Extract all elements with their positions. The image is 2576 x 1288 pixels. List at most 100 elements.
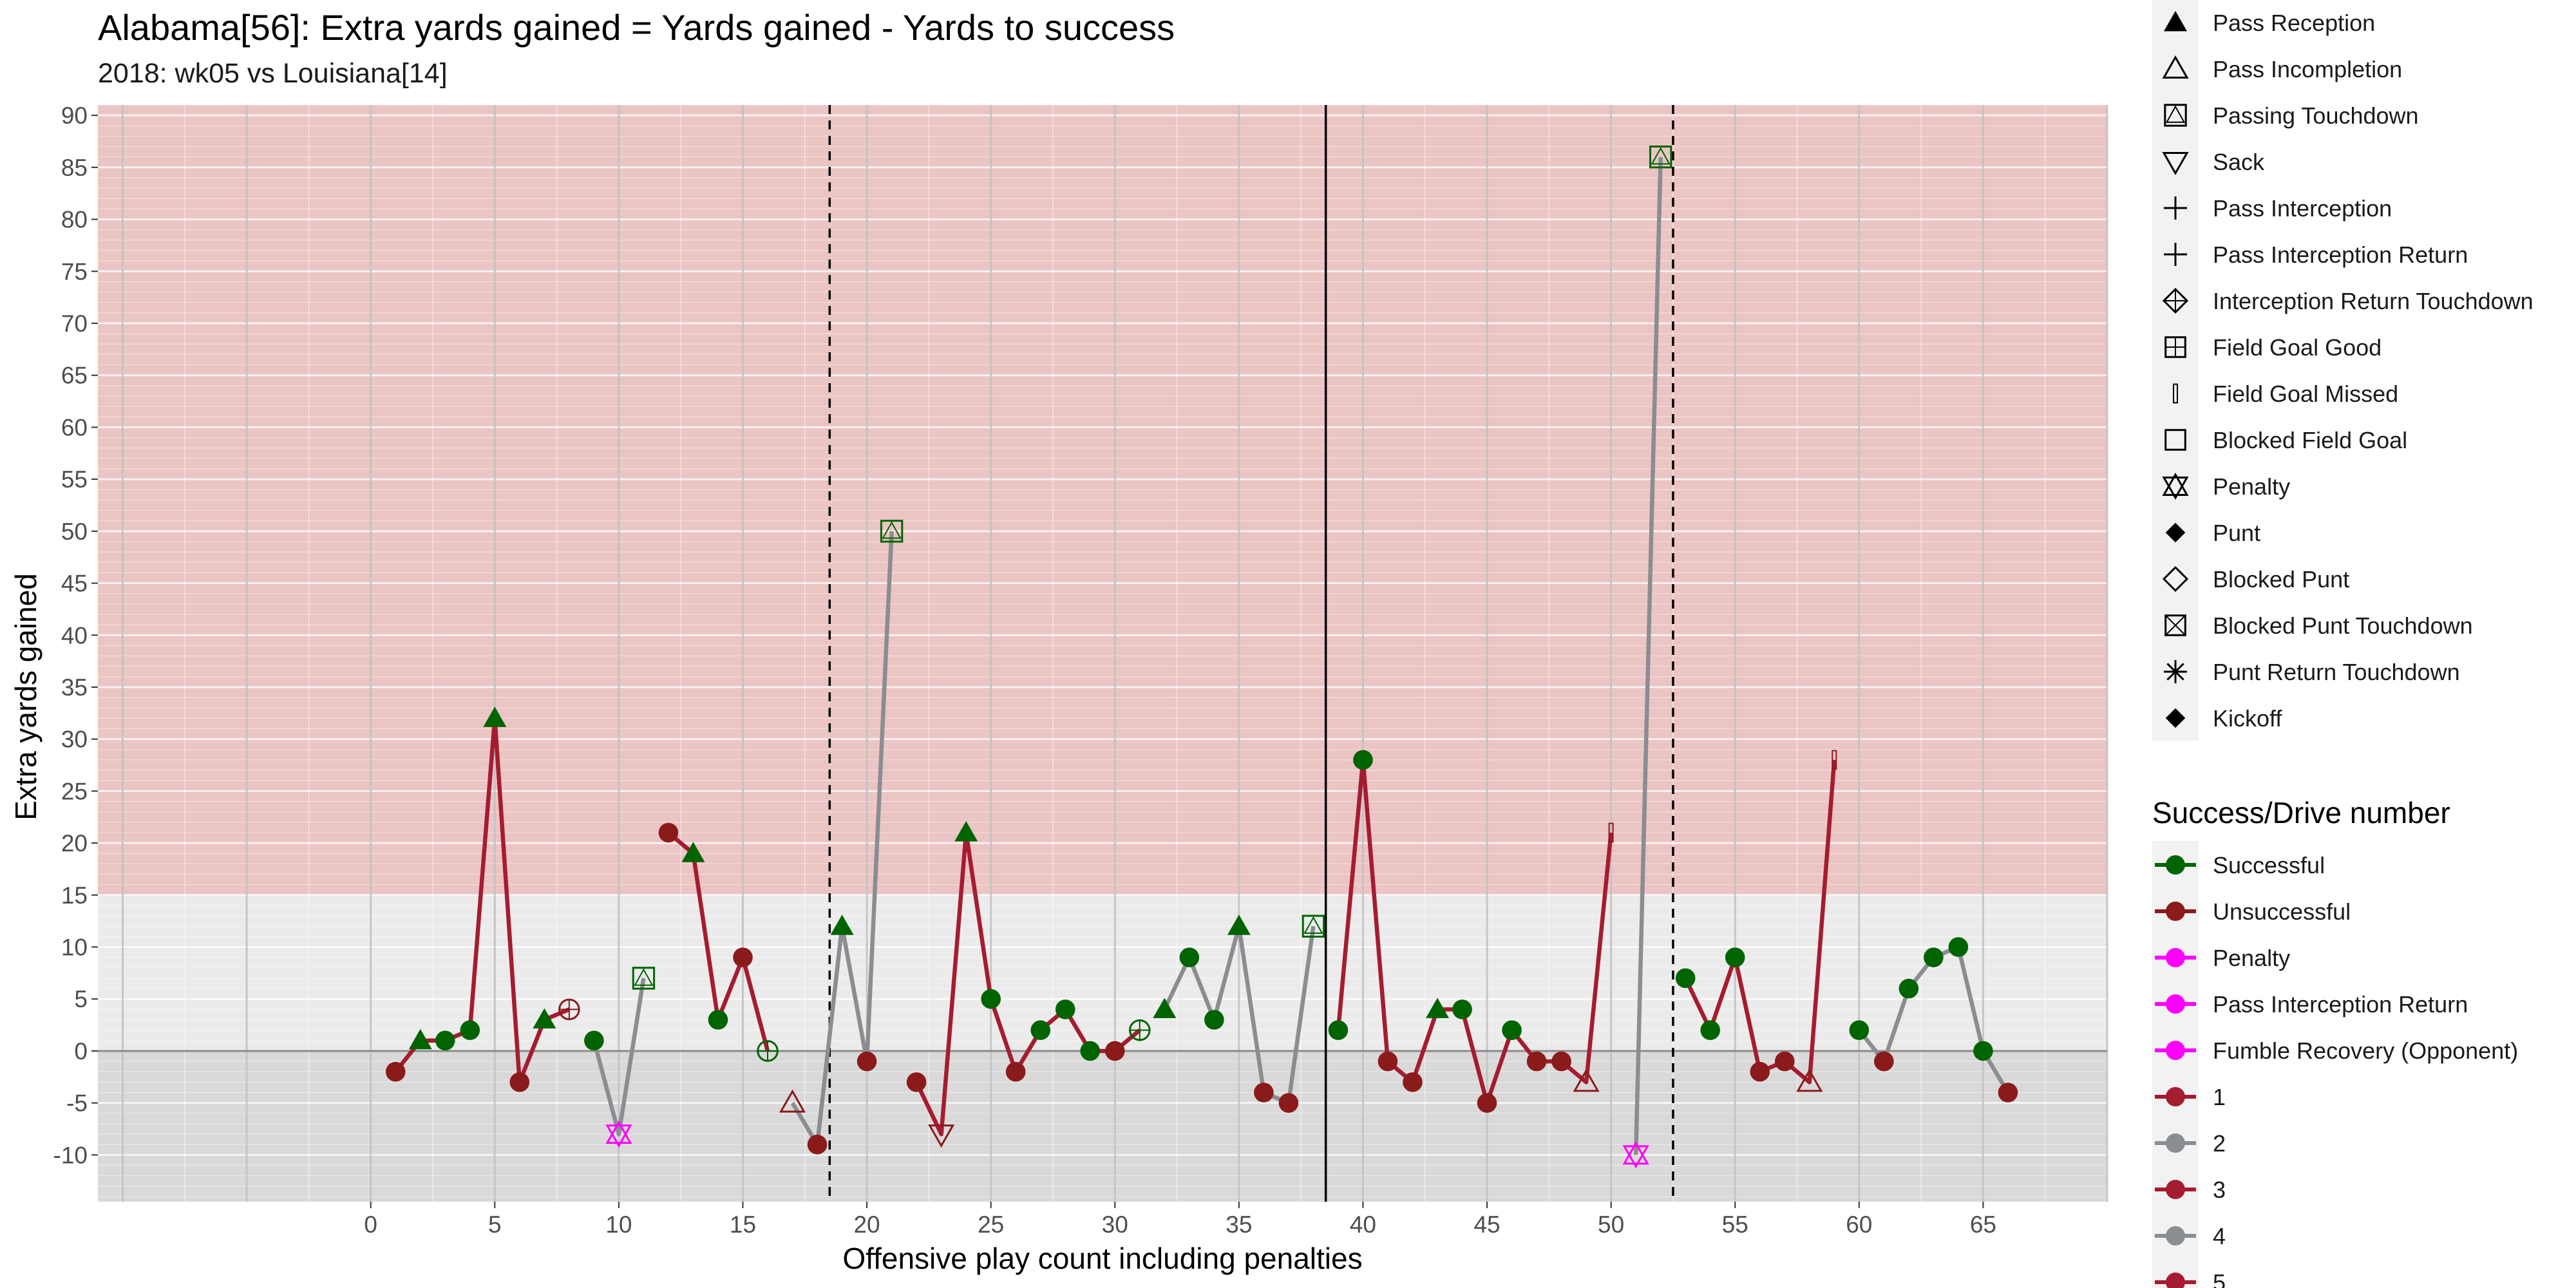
legend-shape-label: Kickoff <box>2213 705 2282 732</box>
x-tick-label: 5 <box>488 1211 502 1238</box>
legend-shape-label: Sack <box>2213 149 2265 175</box>
play-marker <box>1796 1068 1823 1092</box>
x-tick-label: 20 <box>853 1211 880 1238</box>
legend-success-item: 3 <box>2155 1177 2226 1203</box>
legend-shape-item: Field Goal Good <box>2164 334 2382 361</box>
play-marker <box>1998 1083 2018 1103</box>
y-tick-label: 45 <box>61 571 88 597</box>
legend-shape-item: Passing Touchdown <box>2164 102 2419 129</box>
legend-shape-item: Kickoff <box>2165 705 2282 732</box>
y-tick-label: 20 <box>61 830 88 857</box>
play-marker <box>435 1030 455 1051</box>
legend-success-item: 4 <box>2155 1223 2226 1249</box>
play-marker <box>1899 978 1919 999</box>
play-marker <box>1874 1051 1894 1072</box>
legend-success-label: Penalty <box>2213 945 2290 971</box>
play-marker <box>658 822 679 843</box>
play-marker <box>605 1121 632 1148</box>
drive-line-5 <box>914 830 1141 1137</box>
legend-shape-label: Penalty <box>2213 473 2290 500</box>
play-marker <box>1573 1068 1600 1092</box>
y-tick-label: 40 <box>61 622 88 649</box>
plot-area <box>98 104 2108 1202</box>
y-tick-label: -10 <box>53 1142 88 1168</box>
legend-point-key <box>2166 902 2185 921</box>
play-marker <box>460 1020 480 1040</box>
play-marker <box>632 967 656 990</box>
play-marker <box>857 1051 877 1072</box>
legend-success-item: Penalty <box>2155 945 2290 971</box>
y-tick-label: 15 <box>61 882 88 909</box>
play-marker <box>1725 947 1745 967</box>
play-marker <box>681 842 705 862</box>
legend-shape-item: Interception Return Touchdown <box>2162 287 2533 314</box>
play-marker <box>509 1072 530 1092</box>
legend-shape-item: Pass Interception <box>2164 195 2392 222</box>
play-marker <box>1622 1141 1649 1169</box>
y-tick-label: 5 <box>74 986 88 1012</box>
legend-success-item: Unsuccessful <box>2155 898 2351 925</box>
play-marker <box>408 1028 432 1050</box>
play-marker <box>807 1134 828 1155</box>
y-tick-label: 60 <box>61 414 88 440</box>
legend-success-item: 1 <box>2155 1084 2226 1110</box>
play-marker <box>385 1061 406 1082</box>
play-marker <box>1080 1041 1101 1061</box>
legend-key-column <box>2152 0 2199 741</box>
legend-shape-item: Blocked Punt Touchdown <box>2164 612 2473 639</box>
play-marker <box>1526 1051 1547 1072</box>
legend-success-item: Successful <box>2155 852 2325 878</box>
x-tick-label: 10 <box>605 1211 632 1238</box>
y-tick-label: 55 <box>61 466 88 493</box>
x-tick-label: 50 <box>1598 1211 1624 1238</box>
play-marker <box>1204 1010 1224 1030</box>
legend-shape-item: Pass Incompletion <box>2162 55 2402 82</box>
legend-success-title: Success/Drive number <box>2152 796 2450 829</box>
y-tick-label: 90 <box>61 102 88 129</box>
legend-shape-item: Blocked Punt <box>2162 565 2349 592</box>
legend-shape-item: Sack <box>2162 149 2265 176</box>
legend-point-key <box>2166 1226 2185 1245</box>
chart-subtitle: 2018: wk05 vs Louisiana[14] <box>98 58 448 89</box>
play-marker <box>1477 1093 1497 1113</box>
play-marker <box>1153 998 1177 1018</box>
x-tick-label: 40 <box>1350 1211 1376 1238</box>
play-marker <box>1353 750 1373 770</box>
x-tick-label: 55 <box>1722 1211 1748 1238</box>
play-marker <box>1302 914 1325 938</box>
play-marker <box>1924 947 1944 967</box>
legend-shape-item: Pass Reception <box>2164 10 2375 36</box>
y-tick-label: 50 <box>61 518 88 545</box>
play-marker <box>928 1124 955 1148</box>
play-marker <box>483 706 507 727</box>
play-marker <box>708 1010 728 1030</box>
play-markers <box>385 146 2018 1169</box>
x-tick-label: 15 <box>730 1211 756 1238</box>
y-tick-label: 25 <box>61 778 88 804</box>
legend-success-label: 1 <box>2213 1084 2226 1110</box>
legend-success-label: Unsuccessful <box>2213 898 2351 925</box>
legend-shape-label: Pass Incompletion <box>2213 56 2402 82</box>
y-tick-label: 65 <box>61 363 88 389</box>
play-marker <box>1973 1041 1993 1061</box>
play-marker <box>1849 1020 1870 1040</box>
x-tick-label: 30 <box>1102 1211 1128 1238</box>
play-marker <box>830 914 854 935</box>
legend-point-key <box>2166 1180 2185 1199</box>
legend-point-key <box>2166 1133 2185 1153</box>
x-tick-label: 60 <box>1846 1211 1872 1238</box>
play-marker <box>1750 1061 1770 1082</box>
play-marker <box>1649 146 1672 169</box>
legend-shape-item: Field Goal Missed <box>2173 381 2398 407</box>
play-marker <box>1227 914 1251 935</box>
play-marker <box>1608 822 1614 843</box>
y-axis-label: Extra yards gained <box>9 573 43 820</box>
play-marker <box>880 520 904 543</box>
play-marker <box>1426 998 1449 1018</box>
legend-shape-label: Blocked Punt Touchdown <box>2213 612 2473 639</box>
legend-shape-item: Penalty <box>2162 472 2290 500</box>
x-tick-label: 0 <box>364 1211 377 1238</box>
legend-point-key <box>2166 994 2185 1014</box>
play-marker <box>779 1089 806 1113</box>
